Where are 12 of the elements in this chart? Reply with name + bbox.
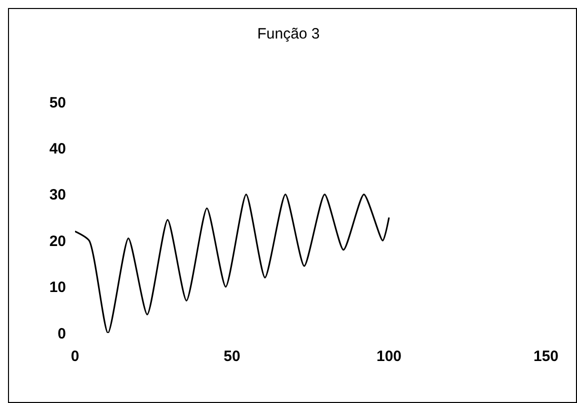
y-tick-label: 10 <box>49 279 66 296</box>
y-tick-label: 20 <box>49 232 66 250</box>
y-tick-label: 30 <box>49 186 66 204</box>
y-tick-label: 40 <box>49 140 66 158</box>
x-tick-label: 100 <box>376 348 402 365</box>
chart-title: Função 3 <box>257 26 320 43</box>
x-tick-label: 50 <box>224 348 240 365</box>
x-tick-label: 0 <box>70 348 80 365</box>
line-series <box>75 194 390 333</box>
x-tick-label: 150 <box>533 348 559 365</box>
y-tick-label: 0 <box>58 325 66 342</box>
y-tick-label: 50 <box>49 94 66 112</box>
